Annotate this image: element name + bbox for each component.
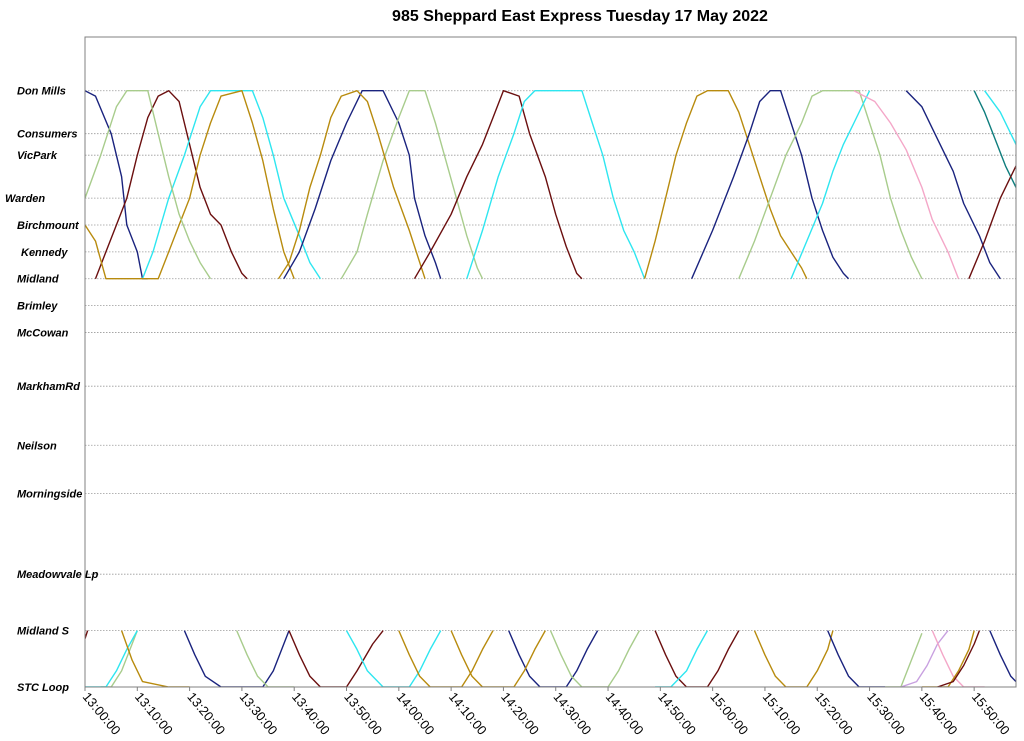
time-tick-label: 13:30:00 [237, 689, 281, 737]
time-tick-label: 14:40:00 [603, 689, 647, 737]
trip-trace-30 [120, 630, 190, 687]
trip-trace-11 [691, 89, 850, 280]
trip-trace-28 [100, 630, 138, 687]
trip-trace-18 [984, 90, 1016, 147]
trip-trace-5 [283, 89, 442, 280]
stop-label: Don Mills [17, 86, 66, 98]
trip-trace-50 [937, 630, 981, 687]
trip-trace-4 [85, 89, 212, 280]
time-tick-label: 14:50:00 [655, 689, 699, 737]
trip-trace-45 [900, 630, 949, 687]
stop-label: Birchmount [17, 220, 80, 232]
time-tick-label: 15:30:00 [864, 689, 908, 737]
trip-trace-40 [654, 630, 740, 687]
time-tick-label: 13:10:00 [132, 689, 176, 737]
time-tick-label: 14:10:00 [446, 689, 490, 737]
trip-trace-47 [921, 630, 975, 687]
trip-trace-16 [973, 90, 1016, 190]
stop-label: Kennedy [21, 247, 68, 259]
trip-trace-44 [885, 633, 923, 687]
trip-trace-48 [989, 630, 1016, 683]
trip-trace-12 [738, 89, 923, 280]
time-tick-label: 14:30:00 [550, 689, 594, 737]
trip-trace-29 [85, 630, 138, 687]
stop-labels: Don Mills Consumers VicPark Warden Birchmoun… [5, 86, 99, 694]
chart-title: 985 Sheppard East Express Tuesday 17 May… [392, 8, 768, 25]
stop-label: VicPark [17, 150, 58, 162]
trip-trace-33 [236, 630, 295, 687]
trip-trace-0 [85, 89, 148, 280]
trip-trace-35 [345, 630, 442, 687]
trip-trace-15 [905, 90, 1001, 280]
trip-trace-13 [790, 90, 871, 279]
trip-trace-37 [508, 630, 599, 687]
time-tick-label: 15:00:00 [707, 689, 751, 737]
trip-trace-8 [413, 89, 583, 280]
stop-label: STC Loop [17, 682, 69, 694]
trip-traces [85, 89, 1016, 687]
trip-trace-2 [141, 89, 321, 280]
stop-label: Warden [5, 193, 45, 205]
stop-label: MarkhamRd [17, 381, 80, 393]
stop-label: Brimley [17, 301, 58, 313]
trip-trace-43 [827, 630, 886, 687]
trip-trace-42 [753, 630, 834, 687]
stop-gridlines [85, 90, 1016, 688]
stop-label: Midland [17, 274, 59, 286]
stop-label: McCowan [17, 327, 69, 339]
trip-trace-39 [450, 630, 546, 687]
time-axis-labels: 13:00:00 13:10:00 13:20:00 13:30:00 13:40:00… [80, 687, 1013, 738]
time-tick-label: 14:00:00 [394, 689, 438, 737]
time-tick-label: 15:50:00 [969, 689, 1013, 737]
time-tick-label: 15:10:00 [760, 689, 804, 737]
trip-trace-14 [853, 90, 960, 279]
trip-trace-34 [288, 630, 384, 687]
trip-trace-1 [94, 89, 248, 280]
trip-trace-3 [85, 89, 295, 280]
time-tick-label: 15:40:00 [917, 689, 961, 737]
stop-label: Meadowvale Lp [17, 569, 99, 581]
time-tick-label: 13:50:00 [341, 689, 385, 737]
time-tick-label: 13:20:00 [184, 689, 228, 737]
time-tick-label: 13:00:00 [80, 689, 124, 737]
stop-label: Midland S [17, 626, 70, 638]
time-tick-label: 13:40:00 [289, 689, 333, 737]
trip-trace-36 [398, 630, 494, 687]
trip-trace-31 [183, 630, 290, 687]
trip-trace-9 [466, 89, 646, 279]
trip-trace-6 [340, 89, 484, 280]
time-tick-label: 15:20:00 [812, 689, 856, 737]
stop-label: Consumers [17, 129, 78, 141]
trip-trace-41 [655, 630, 709, 687]
time-tick-label: 14:20:00 [498, 689, 542, 737]
trip-trace-10 [643, 89, 808, 280]
trip-trace-17 [968, 164, 1016, 279]
trip-trace-7 [277, 89, 426, 280]
trip-trace-46 [931, 630, 985, 687]
plot-frame [84, 36, 1017, 688]
stop-label: Morningside [17, 489, 82, 501]
trip-trace-38 [549, 630, 641, 687]
stop-label: Neilson [17, 440, 57, 452]
